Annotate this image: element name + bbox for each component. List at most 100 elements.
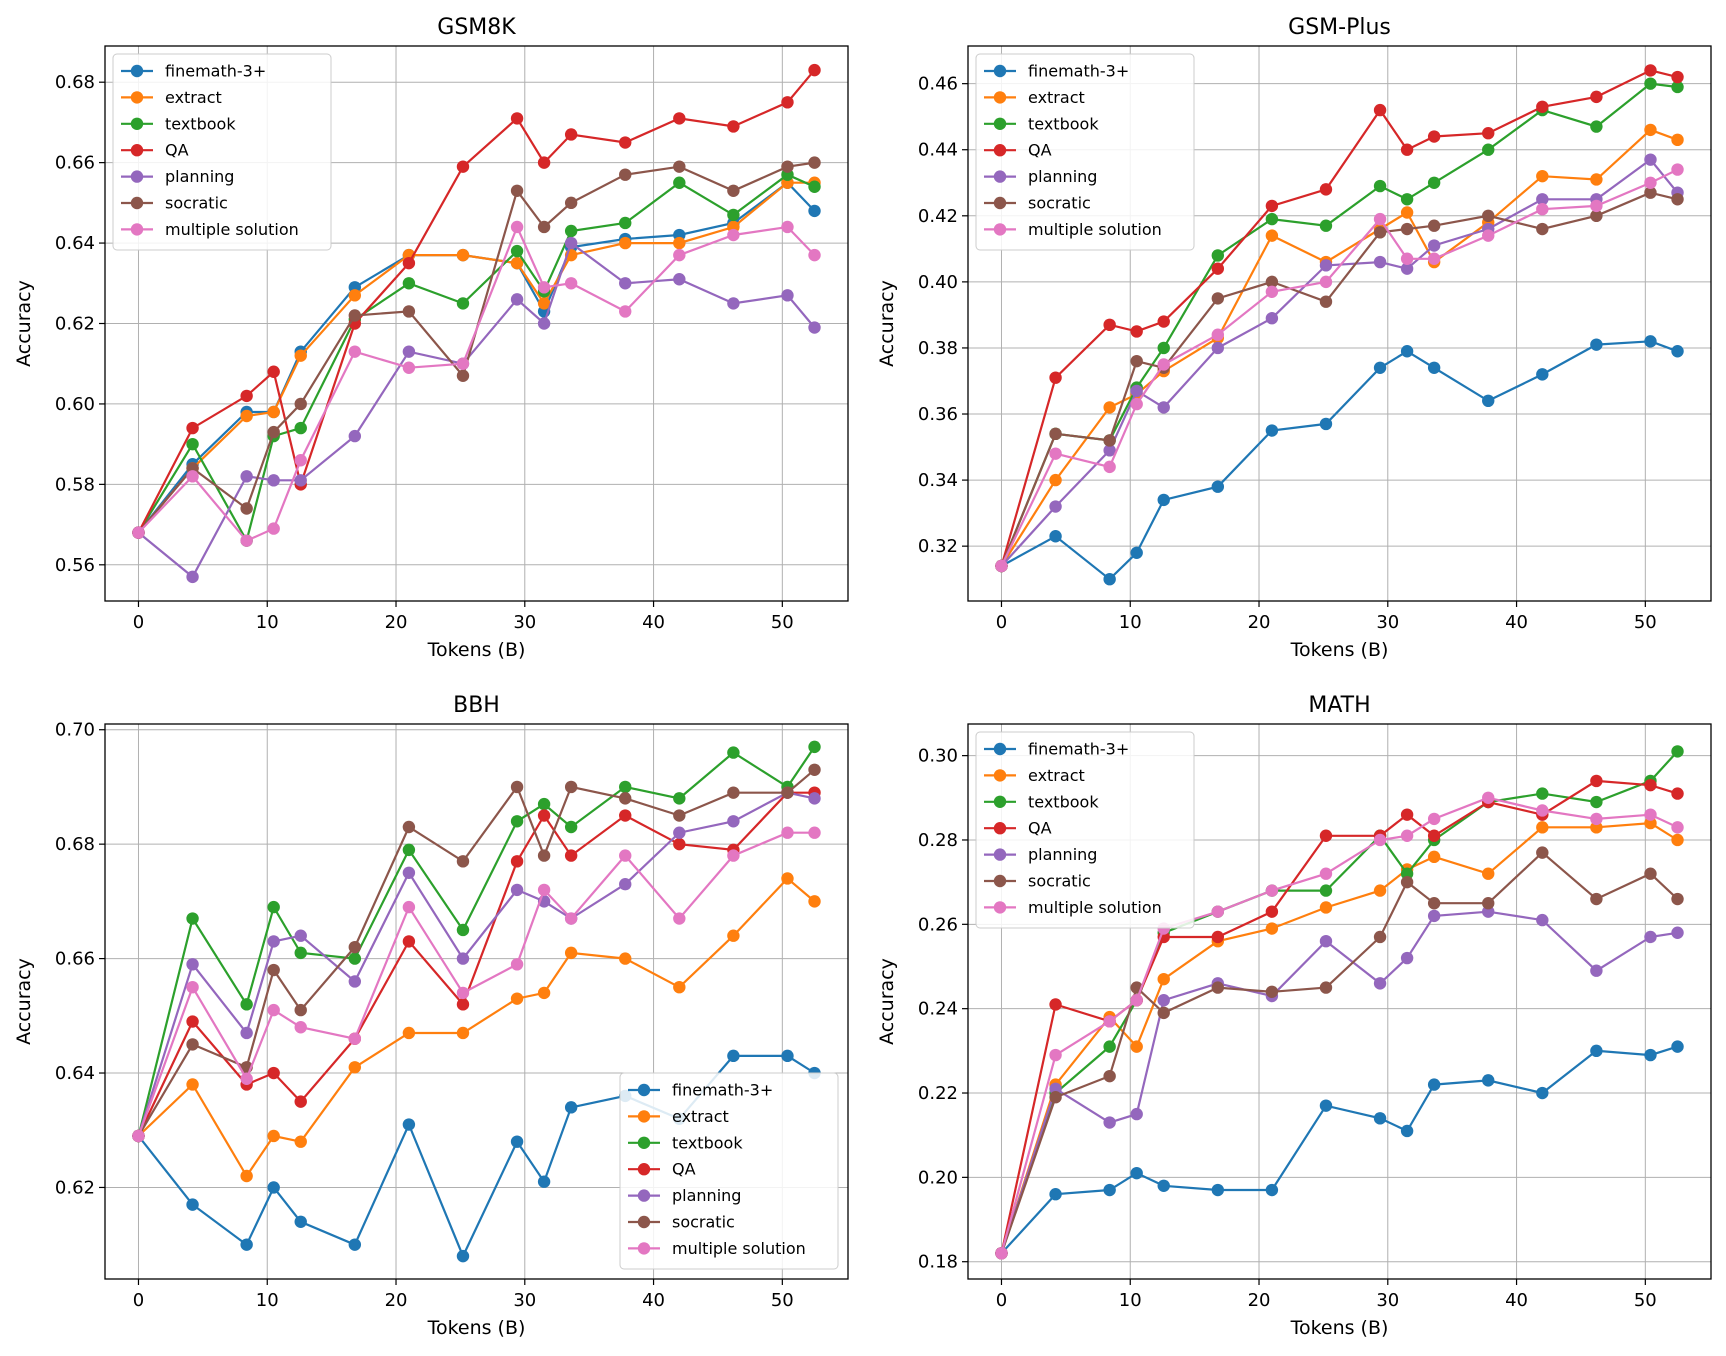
x-tick-label: 50: [1634, 1290, 1657, 1311]
data-point: [808, 156, 821, 169]
data-point: [510, 256, 524, 270]
data-point: [781, 1049, 794, 1063]
legend-marker: [130, 91, 144, 104]
data-point: [537, 220, 551, 234]
data-point: [267, 935, 280, 948]
x-tick-label: 0: [996, 612, 1007, 633]
series-line-finemath-3-: [1000, 340, 1678, 581]
data-point: [1319, 417, 1333, 431]
data-point: [1211, 249, 1225, 262]
y-tick-label: 0.32: [918, 536, 958, 557]
x-axis-label: Tokens (B): [427, 1317, 526, 1339]
x-tick-label: 10: [256, 1290, 279, 1311]
data-point: [1482, 143, 1495, 156]
data-point: [1103, 1015, 1116, 1028]
data-point: [1590, 173, 1603, 186]
plot-frame: [967, 723, 1712, 1280]
data-point: [537, 809, 551, 822]
data-point: [348, 429, 362, 443]
data-point: [240, 1169, 253, 1183]
data-point: [1482, 209, 1495, 223]
legend-marker: [993, 769, 1007, 782]
data-point: [402, 900, 416, 914]
data-point: [808, 792, 821, 805]
data-point: [402, 866, 416, 879]
legend-marker: [993, 170, 1007, 183]
data-point: [1049, 998, 1062, 1011]
data-point: [1049, 371, 1062, 384]
data-point: [727, 746, 740, 759]
data-point: [186, 570, 199, 584]
data-point: [402, 345, 416, 358]
data-point: [727, 228, 740, 242]
data-point: [564, 236, 578, 250]
x-tick-label: 40: [1505, 612, 1528, 633]
data-point: [510, 112, 524, 125]
data-point: [1319, 259, 1333, 272]
data-point: [1427, 909, 1441, 923]
data-point: [1157, 358, 1170, 371]
series-line-multiple-solution: [137, 831, 815, 1137]
data-point: [1103, 460, 1116, 474]
data-point: [267, 1181, 280, 1194]
data-point: [1671, 892, 1684, 906]
data-point: [456, 923, 470, 937]
data-point: [1427, 176, 1441, 189]
chart-title: MATH: [1308, 693, 1370, 718]
data-point: [564, 277, 578, 290]
data-point: [348, 289, 362, 302]
data-point: [727, 120, 740, 133]
data-point: [1373, 930, 1387, 944]
data-point: [1373, 977, 1387, 990]
data-point: [619, 236, 632, 250]
data-point: [402, 361, 416, 374]
data-point: [1157, 315, 1170, 328]
data-point: [1590, 338, 1603, 351]
data-point: [1319, 934, 1333, 948]
series-line-extract: [137, 876, 816, 1179]
data-point: [781, 96, 794, 109]
data-point: [1671, 833, 1684, 847]
y-tick-label: 0.28: [918, 830, 958, 851]
data-point: [294, 397, 307, 411]
data-point: [1427, 219, 1441, 232]
series-line-textbook: [137, 173, 815, 544]
data-point: [1644, 335, 1657, 348]
legend-marker: [993, 901, 1007, 914]
data-point: [1590, 1044, 1603, 1058]
data-point: [510, 293, 524, 306]
data-point: [1265, 1183, 1279, 1197]
data-point: [294, 1095, 307, 1108]
data-point: [456, 160, 470, 173]
data-point: [619, 136, 632, 149]
data-point: [348, 975, 362, 988]
chart-panel-3: 0 10 20 30 40 50 0.18 0.20 0.22 0.24 0.26 0.28 0.30 M…: [876, 693, 1712, 1339]
data-point: [727, 786, 740, 799]
data-point: [1103, 1183, 1116, 1197]
data-point: [1536, 202, 1549, 216]
legend-marker: [993, 874, 1007, 888]
data-point: [1373, 884, 1387, 897]
legend-marker: [130, 170, 144, 183]
x-tick-label: 20: [1248, 1290, 1271, 1311]
x-tick-label: 40: [642, 1290, 665, 1311]
data-point: [1536, 821, 1549, 834]
data-point: [1590, 199, 1603, 213]
x-tick-label: 20: [385, 1290, 408, 1311]
data-point: [348, 1061, 362, 1074]
y-tick-label: 0.70: [55, 720, 95, 741]
data-point: [1427, 252, 1441, 265]
data-point: [1103, 401, 1116, 414]
data-point: [673, 236, 686, 250]
data-point: [537, 797, 551, 811]
chart-title: GSM-Plus: [1288, 15, 1391, 40]
data-point: [1211, 328, 1225, 341]
legend-marker: [130, 64, 144, 78]
data-point: [186, 958, 199, 971]
data-point: [510, 220, 524, 234]
legend-label: textbook: [1028, 114, 1099, 133]
data-point: [1536, 193, 1549, 206]
data-point: [1103, 1069, 1116, 1083]
plot-frame: [104, 723, 849, 1280]
data-point: [132, 526, 145, 539]
